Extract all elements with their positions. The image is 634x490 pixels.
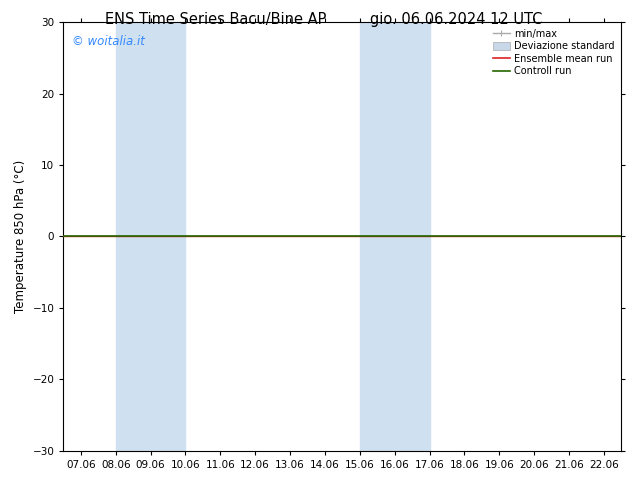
Bar bbox=[116, 22, 185, 451]
Text: ENS Time Series Bacu/Bine AP: ENS Time Series Bacu/Bine AP bbox=[105, 12, 327, 27]
Bar bbox=[359, 22, 429, 451]
Text: © woitalia.it: © woitalia.it bbox=[72, 35, 145, 48]
Text: gio. 06.06.2024 12 UTC: gio. 06.06.2024 12 UTC bbox=[370, 12, 543, 27]
Y-axis label: Temperature 850 hPa (°C): Temperature 850 hPa (°C) bbox=[14, 160, 27, 313]
Legend: min/max, Deviazione standard, Ensemble mean run, Controll run: min/max, Deviazione standard, Ensemble m… bbox=[491, 27, 616, 78]
